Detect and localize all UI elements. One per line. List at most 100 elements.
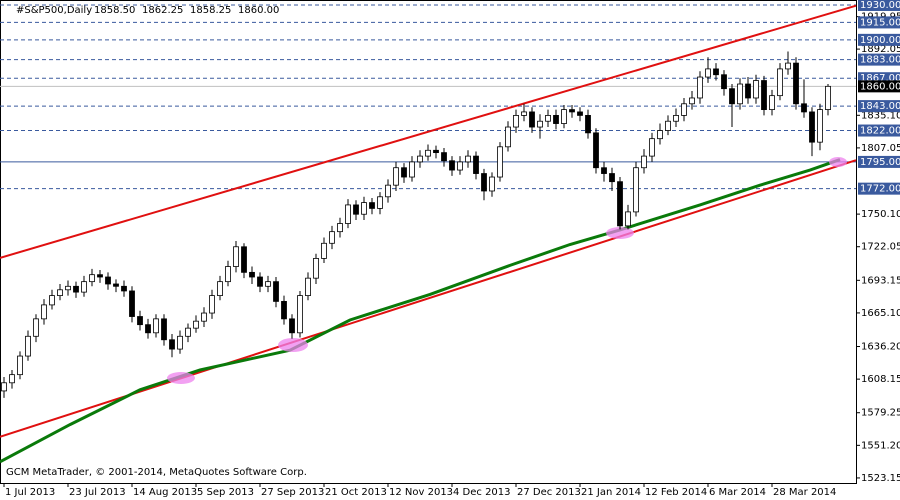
level-label: 1772.00 xyxy=(860,184,900,195)
candle-body xyxy=(249,271,255,278)
candle-body xyxy=(145,324,151,334)
current-price-box xyxy=(858,80,900,93)
candle-body xyxy=(745,83,751,99)
y-tick-label: 1579.25 xyxy=(861,408,900,419)
candle-body xyxy=(785,62,791,70)
candle-body xyxy=(737,83,743,105)
indicator-line xyxy=(0,158,841,464)
highlight xyxy=(829,157,847,167)
y-tick-label: 1551.20 xyxy=(861,440,900,451)
level-label: 1930.00 xyxy=(860,0,900,11)
candle-body xyxy=(457,161,463,171)
level-label-box xyxy=(858,53,900,66)
candle-body xyxy=(505,126,511,148)
candle-body xyxy=(561,109,567,124)
candle-body xyxy=(185,327,191,337)
candle-body xyxy=(345,204,351,224)
candle-body xyxy=(97,274,103,278)
y-tick-label: 1523.15 xyxy=(861,473,900,484)
candle-body xyxy=(201,312,207,322)
candle-body xyxy=(73,285,79,293)
level-label-box xyxy=(858,16,900,29)
candle-body xyxy=(553,115,559,124)
candle-body xyxy=(257,276,263,287)
y-tick-label: 1892.05 xyxy=(861,44,900,55)
candle-body xyxy=(265,281,271,287)
candle-body xyxy=(81,281,87,293)
current-price-label: 1860.00 xyxy=(860,81,900,92)
candle-body xyxy=(577,111,583,116)
candle-body xyxy=(817,109,823,143)
candle-body xyxy=(321,242,327,259)
candle-body xyxy=(497,146,503,178)
level-label: 1795.00 xyxy=(860,157,900,168)
candle-body xyxy=(177,335,183,350)
x-tick-label: 1 Jul 2013 xyxy=(5,487,55,498)
symbol-title: #S&P500,Daily xyxy=(16,5,92,16)
candle-body xyxy=(305,277,311,297)
level-label-box xyxy=(858,182,900,195)
candle-body xyxy=(633,167,639,213)
indicator-layer xyxy=(0,4,857,464)
candle-body xyxy=(641,155,647,169)
candle-body xyxy=(1,382,7,392)
candle-body xyxy=(809,111,815,143)
level-label: 1883.00 xyxy=(860,55,900,66)
candle-body xyxy=(409,161,415,178)
candle-body xyxy=(625,211,631,227)
candle-body xyxy=(601,167,607,174)
candle-body xyxy=(169,339,175,350)
candle-layer xyxy=(1,51,831,398)
highlight xyxy=(278,338,308,352)
candle-body xyxy=(721,74,727,90)
level-label: 1822.00 xyxy=(860,126,900,137)
x-tick-label: 28 Mar 2014 xyxy=(773,487,836,498)
candle-body xyxy=(129,290,135,317)
candle-body xyxy=(513,115,519,128)
level-label-box xyxy=(858,33,900,46)
candle-body xyxy=(49,295,55,306)
x-tick-label: 4 Dec 2013 xyxy=(453,487,511,498)
highlight xyxy=(606,227,634,239)
candle-body xyxy=(105,276,111,285)
level-label-box xyxy=(858,100,900,113)
candle-body xyxy=(761,80,767,111)
candle-body xyxy=(25,335,31,357)
candle-body xyxy=(353,204,359,215)
x-tick-label: 5 Sep 2013 xyxy=(197,487,254,498)
candle-body xyxy=(289,318,295,334)
x-tick-label: 6 Mar 2014 xyxy=(709,487,766,498)
x-tick-label: 21 Oct 2013 xyxy=(325,487,387,498)
x-tick-label: 12 Feb 2014 xyxy=(645,487,707,498)
candle-body xyxy=(441,152,447,162)
candle-body xyxy=(33,318,39,337)
candle-body xyxy=(313,258,319,279)
candle-body xyxy=(673,115,679,122)
y-tick-label: 1722.05 xyxy=(861,242,900,253)
candle-body xyxy=(41,304,47,320)
x-tick-label: 12 Nov 2013 xyxy=(389,487,453,498)
candle-body xyxy=(209,295,215,314)
y-tick-label: 1835.10 xyxy=(861,110,900,121)
candle-body xyxy=(369,202,375,209)
footer: GCM MetaTrader, © 2001-2014, MetaQuotes … xyxy=(6,467,307,478)
level-label: 1867.00 xyxy=(860,73,900,84)
candle-body xyxy=(65,285,71,291)
candle-body xyxy=(769,95,775,111)
candle-body xyxy=(529,111,535,128)
highlight xyxy=(167,372,195,384)
candle-body xyxy=(825,85,831,111)
candle-body xyxy=(193,320,199,329)
grid-layer xyxy=(0,4,856,190)
candle-body xyxy=(137,316,143,326)
candle-body xyxy=(681,103,687,116)
candle-body xyxy=(225,266,231,283)
candle-body xyxy=(713,68,719,76)
x-tick-label: 27 Sep 2013 xyxy=(261,487,324,498)
x-tick-label: 14 Aug 2013 xyxy=(133,487,197,498)
candle-body xyxy=(689,97,695,105)
y-tick-label: 1636.20 xyxy=(861,342,900,353)
level-label: 1900.00 xyxy=(860,35,900,46)
candle-body xyxy=(281,301,287,320)
candle-body xyxy=(729,88,735,105)
